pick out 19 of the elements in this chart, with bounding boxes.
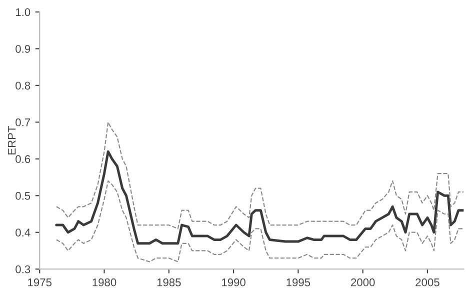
- x-tick-label: 1995: [286, 278, 310, 286]
- x-tick-label: 1980: [92, 278, 116, 286]
- y-tick-label: 0.4: [16, 228, 30, 236]
- y-tick-label: 0.7: [16, 118, 30, 126]
- line-series: [55, 150, 464, 245]
- x-tick-label: 2000: [351, 278, 375, 286]
- y-tick-label: 0.6: [16, 155, 30, 164]
- x-tick-label: 1990: [222, 278, 246, 286]
- y-tick-label: 1.0: [16, 8, 30, 16]
- line-series: [56, 180, 464, 262]
- y-axis-title: ERPT: [8, 126, 16, 154]
- x-tick-label: 1975: [28, 278, 52, 286]
- y-tick-label: 0.5: [16, 192, 30, 200]
- y-tick-label: 0.9: [16, 44, 30, 53]
- y-tick-label: 0.3: [16, 265, 30, 274]
- x-tick-label: 2005: [416, 278, 440, 286]
- line-series: [56, 122, 464, 230]
- x-tick-label: 1985: [157, 278, 181, 286]
- y-tick-label: 0.8: [16, 82, 30, 90]
